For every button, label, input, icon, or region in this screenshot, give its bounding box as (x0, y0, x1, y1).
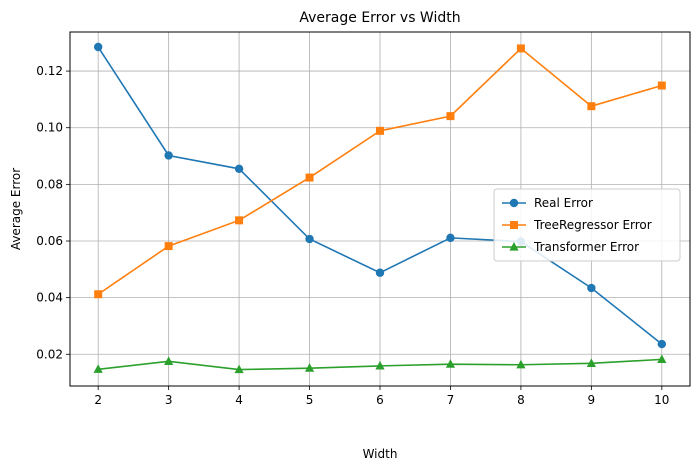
data-point (446, 233, 455, 243)
data-point (657, 81, 666, 90)
legend: Real Error TreeRegressor Error Transformer… (493, 188, 681, 262)
legend-marker (510, 221, 518, 229)
chart-title: Average Error vs Width (299, 10, 460, 26)
legend-item: Real Error (502, 196, 593, 210)
x-axis: 2 3 4 5 6 7 8 9 10 (94, 386, 669, 407)
data-point (586, 358, 596, 367)
data-point (305, 234, 314, 244)
data-point (376, 126, 384, 135)
y-tick-label: 0.08 (36, 177, 63, 191)
data-point (164, 356, 174, 365)
legend-label: Real Error (534, 196, 593, 210)
x-tick-label: 3 (165, 393, 173, 407)
legend-marker (509, 198, 519, 208)
y-axis-label: Average Error (9, 168, 23, 250)
data-point (657, 339, 667, 349)
legend-label: TreeRegressor Error (533, 218, 652, 232)
x-tick-label: 8 (517, 393, 525, 407)
x-tick-label: 4 (235, 393, 243, 407)
y-tick-label: 0.06 (36, 234, 63, 248)
x-axis-label: Width (363, 447, 398, 461)
legend-label: Transformer Error (533, 240, 639, 254)
data-point (164, 151, 173, 160)
y-axis: 0.02 0.04 0.06 0.08 0.10 0.12 (36, 64, 70, 361)
x-tick-label: 7 (447, 393, 455, 407)
y-tick-label: 0.04 (36, 291, 63, 305)
data-point (94, 290, 103, 299)
series-treeregressor-error (94, 44, 666, 299)
data-point (93, 364, 103, 373)
y-tick-label: 0.10 (36, 121, 63, 135)
legend-item: Transformer Error (502, 240, 639, 254)
data-point (516, 44, 525, 53)
series-group (93, 42, 667, 374)
data-point (235, 216, 244, 225)
legend-marker (509, 242, 519, 251)
series-real-error (93, 42, 667, 349)
y-tick-label: 0.02 (36, 347, 63, 361)
data-point (93, 42, 103, 52)
data-point (446, 112, 455, 121)
data-point (164, 242, 173, 251)
data-point (657, 354, 667, 363)
data-point (234, 164, 244, 173)
y-tick-label: 0.12 (36, 64, 63, 78)
x-tick-label: 10 (654, 393, 669, 407)
x-tick-label: 5 (306, 393, 314, 407)
x-tick-label: 9 (588, 393, 596, 407)
data-point (375, 360, 385, 370)
data-point (445, 359, 456, 368)
data-point (587, 283, 596, 293)
data-point (305, 173, 314, 182)
data-point (375, 268, 385, 277)
x-tick-label: 6 (376, 393, 384, 407)
data-point (587, 102, 596, 111)
x-tick-label: 2 (94, 393, 102, 407)
data-point (516, 359, 526, 369)
legend-box (493, 188, 681, 262)
data-point (304, 363, 315, 372)
series-transformer-error (93, 354, 667, 374)
legend-item: TreeRegressor Error (502, 218, 652, 232)
data-point (234, 364, 244, 374)
